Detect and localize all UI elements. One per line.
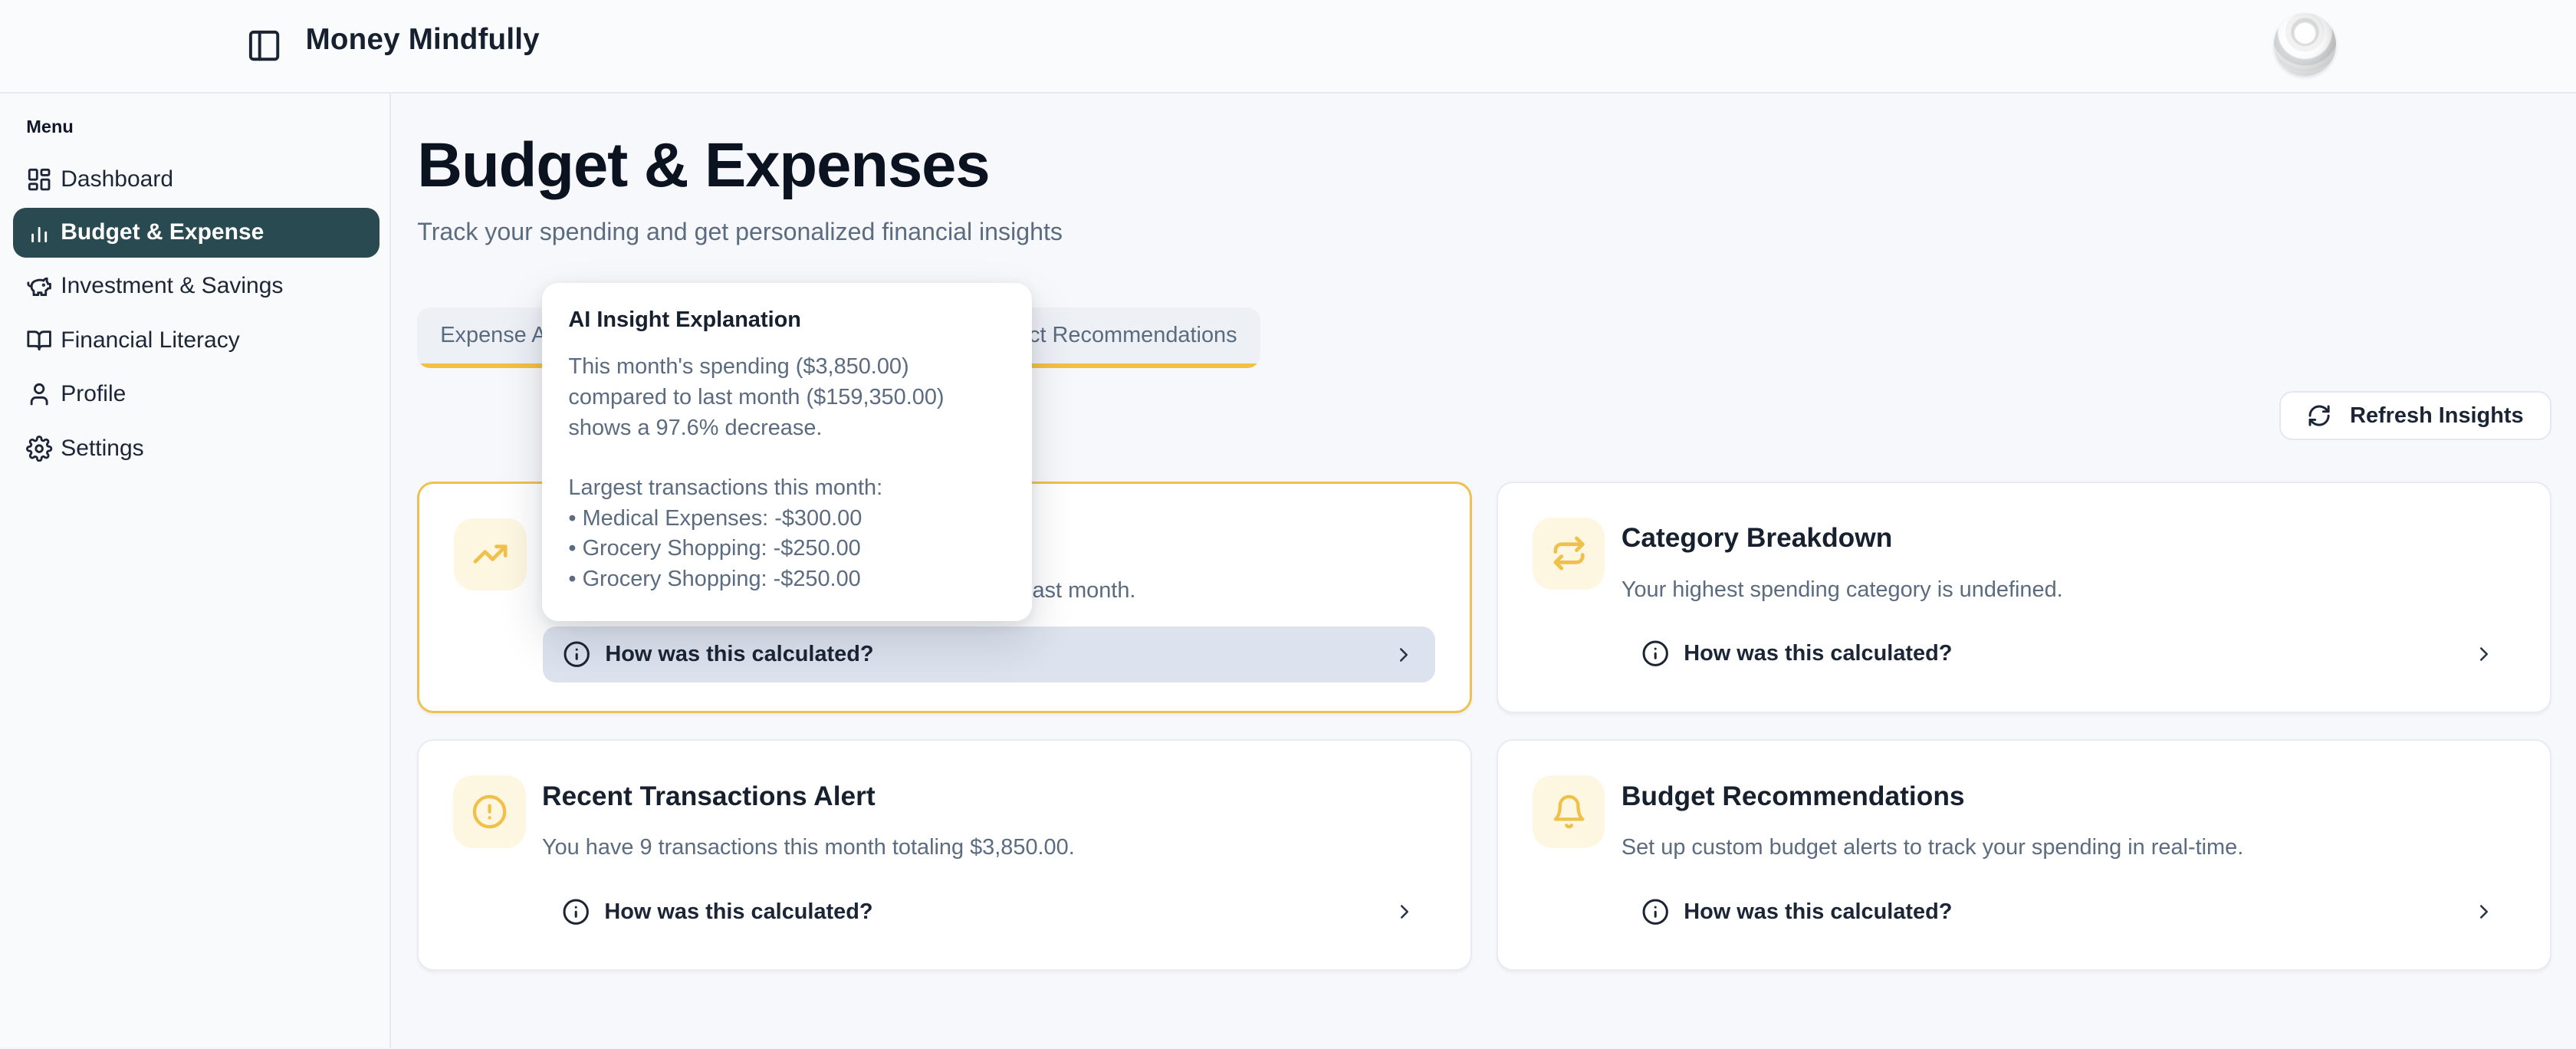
sidebar: Menu Dashboard Budget & Expense Investme… (0, 94, 391, 1049)
page-title: Budget & Expenses (417, 130, 990, 201)
user-avatar[interactable] (2273, 13, 2337, 76)
bar-chart-icon (26, 219, 52, 245)
trending-up-icon (454, 518, 527, 591)
card-description: Set up custom budget alerts to track you… (1621, 835, 2244, 860)
card-recent-transactions: Recent Transactions Alert You have 9 tra… (417, 739, 1472, 972)
bell-icon (1533, 775, 1605, 848)
insight-cards-grid: Monthly Spending Trend Your spending dec… (417, 481, 2551, 972)
how-calculated-label: How was this calculated? (1684, 641, 1953, 666)
info-icon (562, 898, 590, 926)
info-icon (563, 640, 590, 668)
sidebar-item-settings[interactable]: Settings (0, 422, 389, 476)
how-calculated-button[interactable]: How was this calculated? (542, 884, 1436, 940)
card-title: Budget Recommendations (1621, 781, 1965, 811)
sidebar-item-label: Settings (61, 436, 144, 462)
alert-circle-icon (453, 775, 526, 848)
refresh-insights-button[interactable]: Refresh Insights (2279, 390, 2551, 441)
refresh-icon (2307, 403, 2331, 428)
chevron-right-icon (1392, 643, 1415, 666)
page-subtitle: Track your spending and get personalized… (417, 217, 1063, 245)
tooltip-list-header: Largest transactions this month: (568, 475, 883, 500)
top-header: Money Mindfully (0, 0, 2576, 94)
how-calculated-button[interactable]: How was this calculated? (1622, 884, 2515, 940)
card-title: Recent Transactions Alert (541, 781, 876, 811)
chevron-right-icon (1393, 900, 1416, 923)
card-description: Your highest spending category is undefi… (1621, 577, 2063, 602)
refresh-insights-label: Refresh Insights (2350, 403, 2524, 428)
piggy-bank-icon (26, 273, 52, 299)
toolbar: Refresh Insights (417, 390, 2551, 441)
tooltip-title: AI Insight Explanation (568, 307, 801, 332)
repeat-icon (1533, 517, 1605, 590)
tooltip-bullet: • Grocery Shopping: -$250.00 (568, 536, 861, 561)
how-calculated-label: How was this calculated? (604, 899, 873, 924)
chevron-right-icon (2472, 900, 2496, 923)
chevron-right-icon (2472, 643, 2496, 666)
sidebar-item-label: Profile (61, 381, 127, 407)
card-budget-recommendations: Budget Recommendations Set up custom bud… (1497, 739, 2551, 972)
sidebar-item-investment-savings[interactable]: Investment & Savings (0, 259, 389, 314)
layout-dashboard-icon (26, 166, 52, 192)
sidebar-item-label: Budget & Expense (61, 219, 264, 245)
sidebar-item-dashboard[interactable]: Dashboard (0, 152, 389, 206)
sidebar-item-financial-literacy[interactable]: Financial Literacy (0, 313, 389, 367)
tooltip-paragraph: This month's spending ($3,850.00) compar… (568, 354, 945, 440)
card-description: You have 9 transactions this month total… (541, 835, 1075, 860)
sidebar-menu-label: Menu (26, 117, 74, 137)
sidebar-item-label: Investment & Savings (61, 273, 284, 299)
sidebar-item-label: Dashboard (61, 166, 174, 192)
panel-left-icon (246, 28, 282, 64)
sidebar-item-budget-expense[interactable]: Budget & Expense (13, 208, 380, 258)
how-calculated-label: How was this calculated? (1684, 899, 1953, 924)
app-title: Money Mindfully (305, 23, 540, 56)
ai-insight-tooltip: AI Insight Explanation This month's spen… (542, 282, 1032, 621)
user-icon (26, 381, 52, 407)
tooltip-bullet: • Medical Expenses: -$300.00 (568, 505, 863, 531)
gear-icon (26, 436, 53, 462)
how-calculated-button[interactable]: How was this calculated? (542, 626, 1435, 683)
card-category-breakdown: Category Breakdown Your highest spending… (1497, 481, 2551, 713)
tooltip-bullet: • Grocery Shopping: -$250.00 (568, 566, 861, 591)
info-icon (1641, 640, 1669, 667)
sidebar-item-label: Financial Literacy (61, 327, 240, 353)
sidebar-toggle-button[interactable] (246, 28, 282, 64)
card-title: Category Breakdown (1621, 523, 1893, 554)
how-calculated-button[interactable]: How was this calculated? (1622, 626, 2515, 682)
info-icon (1641, 898, 1669, 926)
how-calculated-label: How was this calculated? (605, 642, 874, 667)
sidebar-item-profile[interactable]: Profile (0, 367, 389, 422)
book-open-icon (26, 327, 52, 354)
